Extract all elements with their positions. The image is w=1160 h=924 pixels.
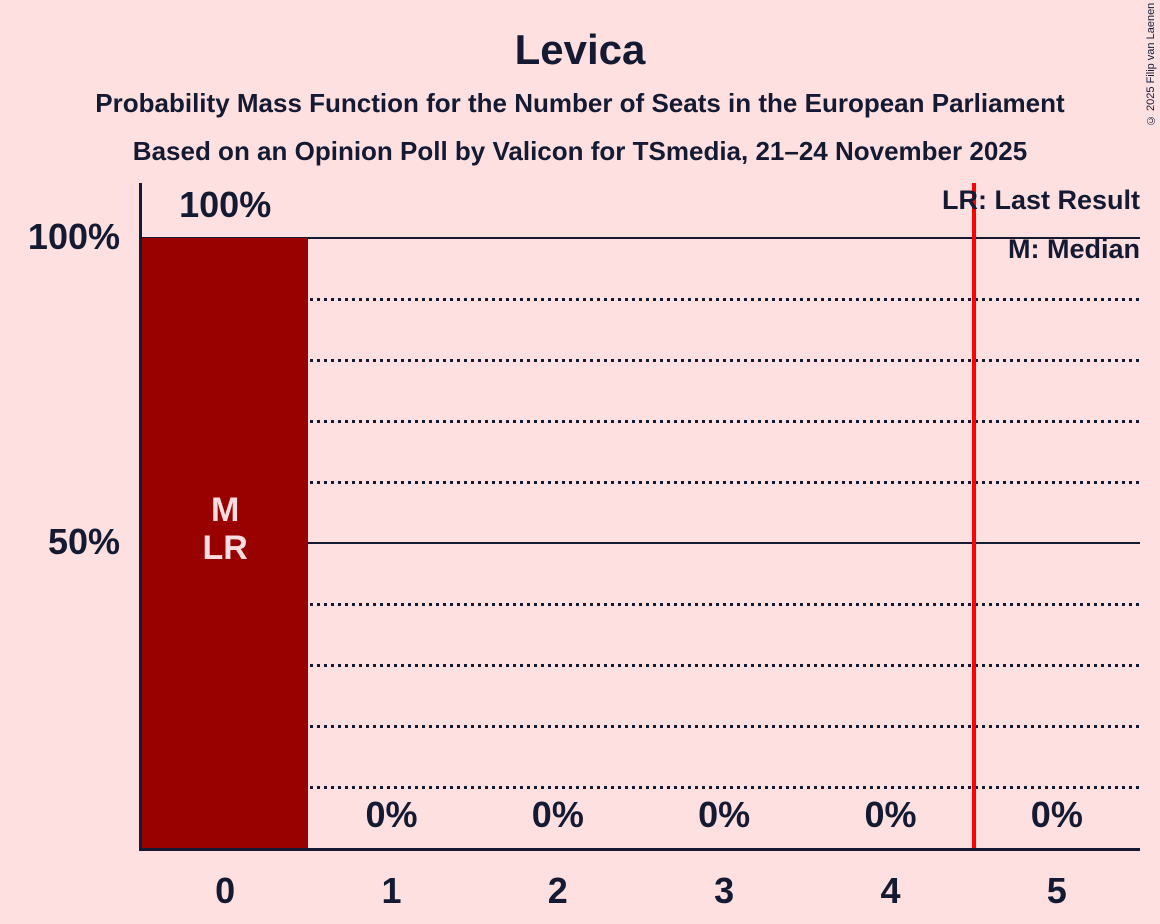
gridline-solid-50 <box>142 542 1140 544</box>
x-axis-label-1: 1 <box>381 870 402 911</box>
y-axis-label-50: 50% <box>47 521 120 562</box>
x-axis-label-3: 3 <box>714 870 735 911</box>
bar-value-label-2: 0% <box>531 794 584 835</box>
bar-value-label-0: 100% <box>179 184 272 225</box>
legend-median: M: Median <box>1008 234 1140 264</box>
x-axis-label-0: 0 <box>215 870 236 911</box>
gridline-dotted-10 <box>142 786 1140 789</box>
bar-value-label-3: 0% <box>698 794 751 835</box>
bar-value-label-5: 0% <box>1030 794 1083 835</box>
last-result-threshold-line <box>971 183 976 848</box>
median-last-result-marker: M LR <box>202 491 248 567</box>
gridline-dotted-90 <box>142 298 1140 301</box>
gridline-dotted-20 <box>142 725 1140 728</box>
gridline-dotted-70 <box>142 420 1140 423</box>
chart-subtitle-poll: Based on an Opinion Poll by Valicon for … <box>132 136 1028 166</box>
gridline-solid-100 <box>142 237 1140 239</box>
plot-area: 100% 0 0% 1 0% 2 0% 3 0% 4 0% 5 M LR <box>139 183 1140 909</box>
gridline-dotted-60 <box>142 481 1140 484</box>
legend-last-result: LR: Last Result <box>941 185 1140 215</box>
bar-value-label-4: 0% <box>864 794 917 835</box>
copyright-notice: © 2025 Filip van Laenen <box>1145 2 1157 126</box>
chart-title: Levica <box>514 26 646 73</box>
bar-seats-0 <box>142 238 309 848</box>
chart-subtitle-pmf: Probability Mass Function for the Number… <box>95 88 1065 118</box>
y-axis-label-100: 100% <box>27 216 120 257</box>
x-axis-label-4: 4 <box>880 870 901 911</box>
gridline-dotted-80 <box>142 359 1140 362</box>
gridline-dotted-40 <box>142 603 1140 606</box>
x-axis-label-2: 2 <box>547 870 568 911</box>
x-axis-label-5: 5 <box>1046 870 1067 911</box>
gridline-dotted-30 <box>142 664 1140 667</box>
bar-value-label-1: 0% <box>365 794 418 835</box>
